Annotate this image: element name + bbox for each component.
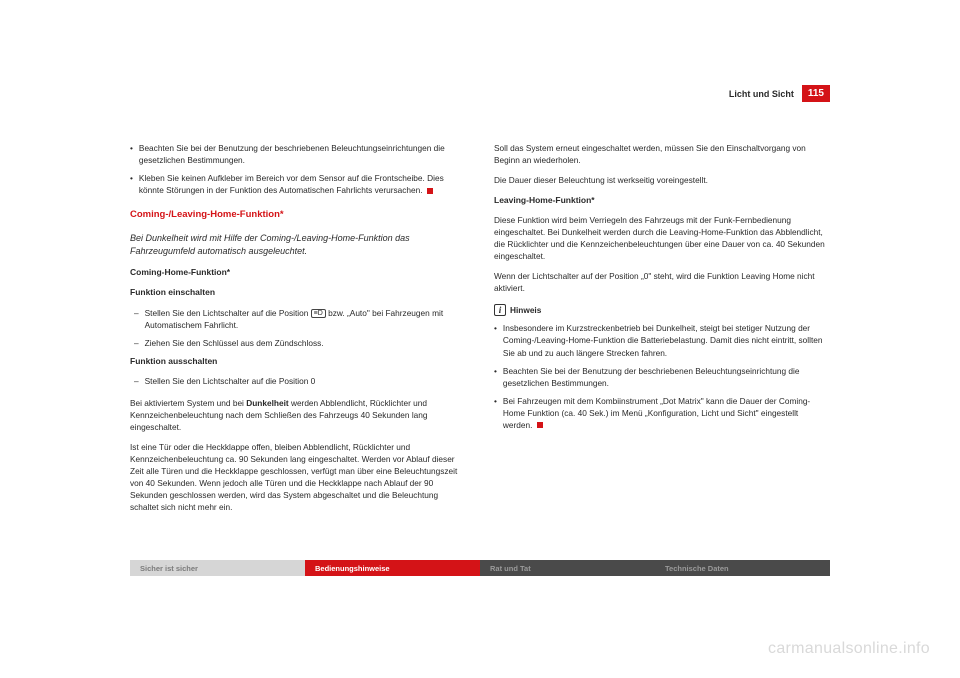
watermark: carmanualsonline.info xyxy=(768,640,930,658)
bullet-item: • Insbesondere im Kurzstreckenbetrieb be… xyxy=(494,322,830,358)
bullet-dot-icon: • xyxy=(494,395,497,431)
tab-safety: Sicher ist sicher xyxy=(130,560,305,576)
tab-operating: Bedienungshinweise xyxy=(305,560,480,576)
subheading: Coming-Home-Funktion* xyxy=(130,266,466,278)
body-text: Stellen Sie den Lichtschalter auf die Po… xyxy=(145,375,316,387)
body-text: Diese Funktion wird beim Verriegeln des … xyxy=(494,214,830,262)
section-title: Licht und Sicht xyxy=(729,89,794,99)
body-text: Kleben Sie keinen Aufkleber im Bereich v… xyxy=(139,172,466,196)
heading: Coming-/Leaving-Home-Funktion* xyxy=(130,208,466,222)
body-text: Ziehen Sie den Schlüssel aus dem Zündsch… xyxy=(145,337,324,349)
footer-tabs: Sicher ist sicher Bedienungshinweise Rat… xyxy=(130,560,830,576)
section-end-icon xyxy=(537,422,543,428)
section-end-icon xyxy=(427,188,433,194)
bullet-dot-icon: • xyxy=(130,142,133,166)
dash-icon: – xyxy=(134,337,139,349)
body-text: Soll das System erneut eingeschaltet wer… xyxy=(494,142,830,166)
body-text-inner: Kleben Sie keinen Aufkleber im Bereich v… xyxy=(139,173,444,195)
page-content: Licht und Sicht 115 • Beachten Sie bei d… xyxy=(130,85,830,521)
dash-icon: – xyxy=(134,375,139,387)
bullet-dot-icon: • xyxy=(494,322,497,358)
body-text: Insbesondere im Kurzstreckenbetrieb bei … xyxy=(503,322,830,358)
page-number-badge: 115 xyxy=(802,85,830,102)
bullet-item: • Bei Fahrzeugen mit dem Kombiinstrument… xyxy=(494,395,830,431)
body-text: Die Dauer dieser Beleuchtung ist werksei… xyxy=(494,174,830,186)
text-bold: Dunkelheit xyxy=(246,398,288,408)
bullet-item: • Beachten Sie bei der Benutzung der bes… xyxy=(130,142,466,166)
subheading: Funktion einschalten xyxy=(130,286,466,298)
body-text: Wenn der Lichtschalter auf der Position … xyxy=(494,270,830,294)
body-text: Ist eine Tür oder die Heckklappe offen, … xyxy=(130,441,466,513)
bullet-item: • Kleben Sie keinen Aufkleber im Bereich… xyxy=(130,172,466,196)
headlight-icon: ≡D xyxy=(311,309,326,319)
tab-tips: Rat und Tat xyxy=(480,560,655,576)
subheading: Funktion ausschalten xyxy=(130,355,466,367)
bullet-dot-icon: • xyxy=(130,172,133,196)
dash-icon: – xyxy=(134,307,139,331)
text-part: Bei aktiviertem System und bei xyxy=(130,398,246,408)
text-part: Stellen Sie den Lichtschalter auf die Po… xyxy=(145,308,311,318)
body-text: Stellen Sie den Lichtschalter auf die Po… xyxy=(145,307,466,331)
body-text: Beachten Sie bei der Benutzung der besch… xyxy=(503,365,830,389)
left-column: • Beachten Sie bei der Benutzung der bes… xyxy=(130,142,466,521)
body-text: Bei aktiviertem System und bei Dunkelhei… xyxy=(130,397,466,433)
dash-item: – Stellen Sie den Lichtschalter auf die … xyxy=(130,307,466,331)
info-icon: i xyxy=(494,304,506,316)
body-text: Bei Fahrzeugen mit dem Kombiinstrument „… xyxy=(503,395,830,431)
subheading: Leaving-Home-Funktion* xyxy=(494,194,830,206)
page-header: Licht und Sicht 115 xyxy=(130,85,830,102)
body-text: Beachten Sie bei der Benutzung der besch… xyxy=(139,142,466,166)
dash-item: – Stellen Sie den Lichtschalter auf die … xyxy=(130,375,466,387)
right-column: Soll das System erneut eingeschaltet wer… xyxy=(494,142,830,521)
content-columns: • Beachten Sie bei der Benutzung der bes… xyxy=(130,142,830,521)
body-text-inner: Bei Fahrzeugen mit dem Kombiinstrument „… xyxy=(503,396,810,430)
note-label: Hinweis xyxy=(510,304,541,316)
note-heading: i Hinweis xyxy=(494,304,830,316)
dash-item: – Ziehen Sie den Schlüssel aus dem Zünds… xyxy=(130,337,466,349)
tab-techdata: Technische Daten xyxy=(655,560,830,576)
lead-text: Bei Dunkelheit wird mit Hilfe der Coming… xyxy=(130,232,466,258)
bullet-dot-icon: • xyxy=(494,365,497,389)
bullet-item: • Beachten Sie bei der Benutzung der bes… xyxy=(494,365,830,389)
